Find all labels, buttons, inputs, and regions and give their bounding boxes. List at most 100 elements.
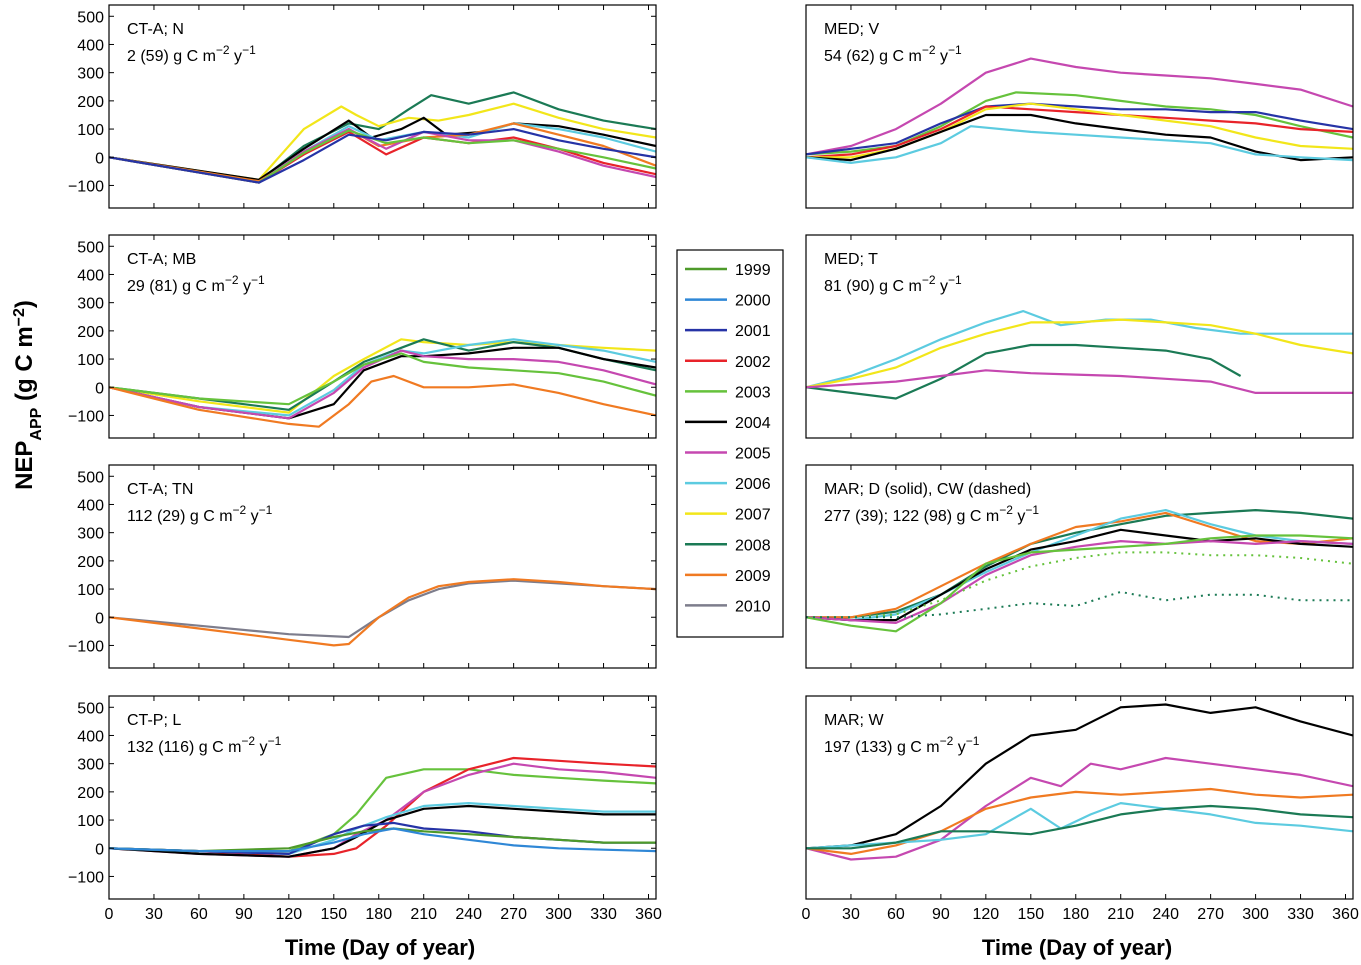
y-tick-label: 100 xyxy=(77,582,104,599)
panel-flux-value: 197 (133) g C m−2 y−1 xyxy=(824,734,980,756)
y-axis-label: NEPAPP (g C m−2) xyxy=(11,300,45,490)
legend-label-2008: 2008 xyxy=(735,537,771,554)
x-tick-label: 30 xyxy=(145,906,163,923)
y-tick-label: 500 xyxy=(77,9,104,26)
x-tick-label: 330 xyxy=(1287,906,1314,923)
y-tick-label: 100 xyxy=(77,122,104,139)
panel-frame xyxy=(805,464,1354,669)
x-tick-label: 90 xyxy=(932,906,950,923)
y-tick-label: −100 xyxy=(68,869,104,886)
panel-title: CT-A; TN xyxy=(127,481,193,498)
y-tick-label: 300 xyxy=(77,66,104,83)
panel-med-t: MED; T 81 (90) g C m−2 y−1 xyxy=(805,234,1354,439)
series-line-2001 xyxy=(806,102,1353,156)
y-tick-label: −100 xyxy=(68,178,104,195)
y-tick-label: 400 xyxy=(77,497,104,514)
series-line-2006 xyxy=(806,801,1353,850)
panel-frame xyxy=(805,234,1354,439)
y-tick-label: −100 xyxy=(68,408,104,425)
legend-label-2005: 2005 xyxy=(735,446,771,463)
y-tick-label: 100 xyxy=(77,813,104,830)
panel-title: MAR; D (solid), CW (dashed) xyxy=(824,481,1031,498)
y-tick-label: 400 xyxy=(77,37,104,54)
series-line-2009 xyxy=(806,511,1353,619)
x-tick-label: 120 xyxy=(972,906,999,923)
x-tick-label: 240 xyxy=(1152,906,1179,923)
panel-ct-a-mb: −100 0 100 200 300 400 500 CT-A; MB 29 (81) g C … xyxy=(68,234,657,439)
y-tick-label: 400 xyxy=(77,267,104,284)
series-line-2003-dashed xyxy=(806,551,1353,619)
x-tick-label: 240 xyxy=(455,906,482,923)
series-line-2004 xyxy=(109,804,656,858)
series-line-2006 xyxy=(109,338,656,417)
panel-flux-value: 54 (62) g C m−2 y−1 xyxy=(824,43,962,65)
series-line-2002 xyxy=(806,105,1353,159)
legend-label-2010: 2010 xyxy=(735,598,771,615)
y-tick-label: 0 xyxy=(95,841,104,858)
series-line-2008 xyxy=(806,509,1353,619)
series-line-2003 xyxy=(109,129,656,184)
series-line-2007 xyxy=(806,318,1353,389)
series-line-2008 xyxy=(109,91,656,183)
x-tick-label: 270 xyxy=(500,906,527,923)
panel-frame xyxy=(108,234,657,439)
legend-label-2000: 2000 xyxy=(735,293,771,310)
legend-label-2009: 2009 xyxy=(735,568,771,585)
series-line-2003 xyxy=(806,534,1353,633)
panel-flux-value: 29 (81) g C m−2 y−1 xyxy=(127,273,265,295)
panel-frame xyxy=(805,695,1354,900)
series-line-2005 xyxy=(806,539,1353,625)
series-line-2006 xyxy=(806,125,1353,164)
panel-flux-value: 277 (39); 122 (98) g C m−2 y−1 xyxy=(824,503,1039,525)
y-tick-label: 200 xyxy=(77,94,104,111)
x-tick-label: 210 xyxy=(410,906,437,923)
y-tick-label: 0 xyxy=(95,150,104,167)
panel-ct-a-tn: −100 0 100 200 300 400 500 CT-A; TN 112 (29) g C… xyxy=(68,464,657,669)
x-tick-label: 360 xyxy=(635,906,662,923)
x-tick-label: 270 xyxy=(1197,906,1224,923)
x-tick-label: 180 xyxy=(365,906,392,923)
y-tick-label: 100 xyxy=(77,352,104,369)
x-axis-label-right: Time (Day of year) xyxy=(982,935,1172,960)
series-line-2000 xyxy=(109,827,656,853)
y-tick-label: 200 xyxy=(77,785,104,802)
x-tick-label: 150 xyxy=(320,906,347,923)
x-tick-label: 330 xyxy=(590,906,617,923)
panel-ct-a-n: −100 0 100 200 300 400 500 CT-A; N 2 (59) g C m−… xyxy=(68,4,657,209)
panel-title: MAR; W xyxy=(824,712,884,729)
series-line-2005 xyxy=(806,756,1353,861)
series-line-2004 xyxy=(806,528,1353,622)
series-line-2005 xyxy=(109,128,656,184)
series-line-2008 xyxy=(806,804,1353,850)
panel-ct-p-l: 0 30 60 90 120 150 180 210 240 270 300 330 360 −100 0 1… xyxy=(68,695,662,923)
x-axis-label-left: Time (Day of year) xyxy=(285,935,475,960)
panel-mar-d-cw: MAR; D (solid), CW (dashed) 277 (39); 122… xyxy=(805,464,1354,669)
legend: 1999 2000 2001 2002 2003 2004 2005 2006 2007 2008… xyxy=(676,249,784,638)
panel-title: CT-A; N xyxy=(127,21,184,38)
legend-label-2004: 2004 xyxy=(735,415,771,432)
x-tick-label: 120 xyxy=(275,906,302,923)
x-tick-label: 0 xyxy=(105,906,114,923)
y-tick-label: 300 xyxy=(77,526,104,543)
x-tick-label: 360 xyxy=(1332,906,1359,923)
series-line-2008 xyxy=(806,343,1242,400)
panel-frame xyxy=(805,4,1354,209)
panel-flux-value: 112 (29) g C m−2 y−1 xyxy=(127,503,273,525)
y-tick-label: 500 xyxy=(77,469,104,486)
y-tick-label: 300 xyxy=(77,757,104,774)
series-line-2009 xyxy=(806,787,1353,856)
series-line-2005 xyxy=(806,369,1353,394)
legend-label-1999: 1999 xyxy=(735,262,771,279)
series-line-2005 xyxy=(109,349,656,420)
x-tick-label: 60 xyxy=(887,906,905,923)
legend-label-2002: 2002 xyxy=(735,354,771,371)
series-line-2010 xyxy=(109,579,656,639)
legend-label-2003: 2003 xyxy=(735,384,771,401)
x-tick-label: 90 xyxy=(235,906,253,923)
panel-frame xyxy=(108,464,657,669)
y-tick-label: 200 xyxy=(77,324,104,341)
x-tick-label: 60 xyxy=(190,906,208,923)
series-line-2002 xyxy=(109,756,656,858)
